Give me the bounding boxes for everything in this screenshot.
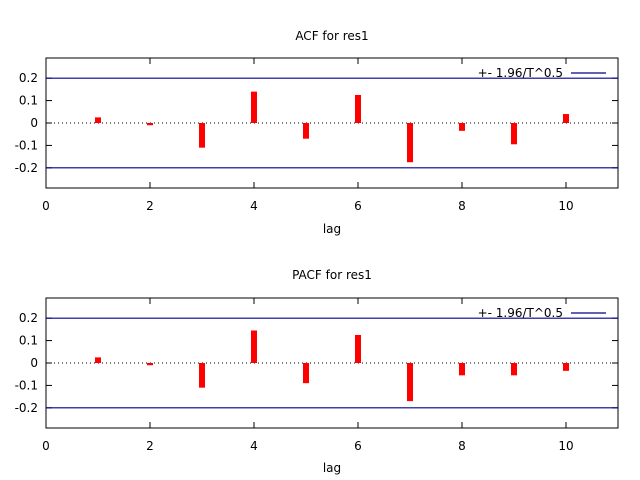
pacf-ytick-label: 0.1 [19, 334, 38, 348]
acf-panel: ACF for res1 -0.2 -0.1 0 0.1 0.2 0 2 4 6 8 10 +- 1.9… [15, 29, 619, 236]
pacf-bar [511, 363, 517, 376]
acf-ytick-label: 0.2 [19, 71, 38, 85]
acf-bar [199, 123, 205, 148]
acf-bar [95, 117, 101, 123]
acf-title: ACF for res1 [295, 29, 368, 43]
pacf-bar [199, 363, 205, 388]
acf-xtick-label: 6 [354, 199, 362, 213]
pacf-xtick-label: 6 [354, 439, 362, 453]
acf-bar [459, 123, 465, 131]
pacf-bar [303, 363, 309, 384]
acf-bar [511, 123, 517, 145]
pacf-ytick-label: -0.1 [15, 378, 38, 392]
acf-xtick-label: 8 [458, 199, 466, 213]
acf-bar [407, 123, 413, 163]
pacf-xtick-label: 0 [42, 439, 50, 453]
acf-bar [303, 123, 309, 139]
acf-legend-label: +- 1.96/T^0.5 [478, 66, 563, 80]
acf-xtick-label: 0 [42, 199, 50, 213]
pacf-ytick-label: -0.2 [15, 401, 38, 415]
pacf-xtick-label: 2 [146, 439, 154, 453]
acf-bar [147, 123, 153, 126]
pacf-xlabel: lag [323, 461, 341, 475]
acf-ytick-label: 0 [30, 116, 38, 130]
pacf-xtick-label: 10 [558, 439, 573, 453]
pacf-bar [407, 363, 413, 402]
acf-xtick-label: 10 [558, 199, 573, 213]
pacf-legend-label: +- 1.96/T^0.5 [478, 306, 563, 320]
acf-bar [251, 91, 257, 123]
pacf-xtick-label: 8 [458, 439, 466, 453]
acf-ytick-label: -0.1 [15, 138, 38, 152]
pacf-bar [251, 330, 257, 363]
pacf-ytick-label: 0.2 [19, 311, 38, 325]
pacf-bar [95, 357, 101, 363]
acf-xlabel: lag [323, 222, 341, 236]
acf-bar [563, 114, 569, 123]
pacf-bar [147, 363, 153, 366]
acf-ytick-label: 0.1 [19, 94, 38, 108]
pacf-xtick-label: 4 [250, 439, 258, 453]
pacf-bar [563, 363, 569, 371]
pacf-title: PACF for res1 [292, 268, 372, 282]
pacf-bar [355, 334, 361, 363]
acf-xtick-label: 2 [146, 199, 154, 213]
pacf-ytick-label: 0 [30, 356, 38, 370]
pacf-panel: PACF for res1 -0.2 -0.1 0 0.1 0.2 0 2 4 6 8 10 +- 1.… [15, 268, 619, 475]
acf-xtick-label: 4 [250, 199, 258, 213]
pacf-bar [459, 363, 465, 376]
acf-ytick-label: -0.2 [15, 161, 38, 175]
acf-bar [355, 94, 361, 123]
